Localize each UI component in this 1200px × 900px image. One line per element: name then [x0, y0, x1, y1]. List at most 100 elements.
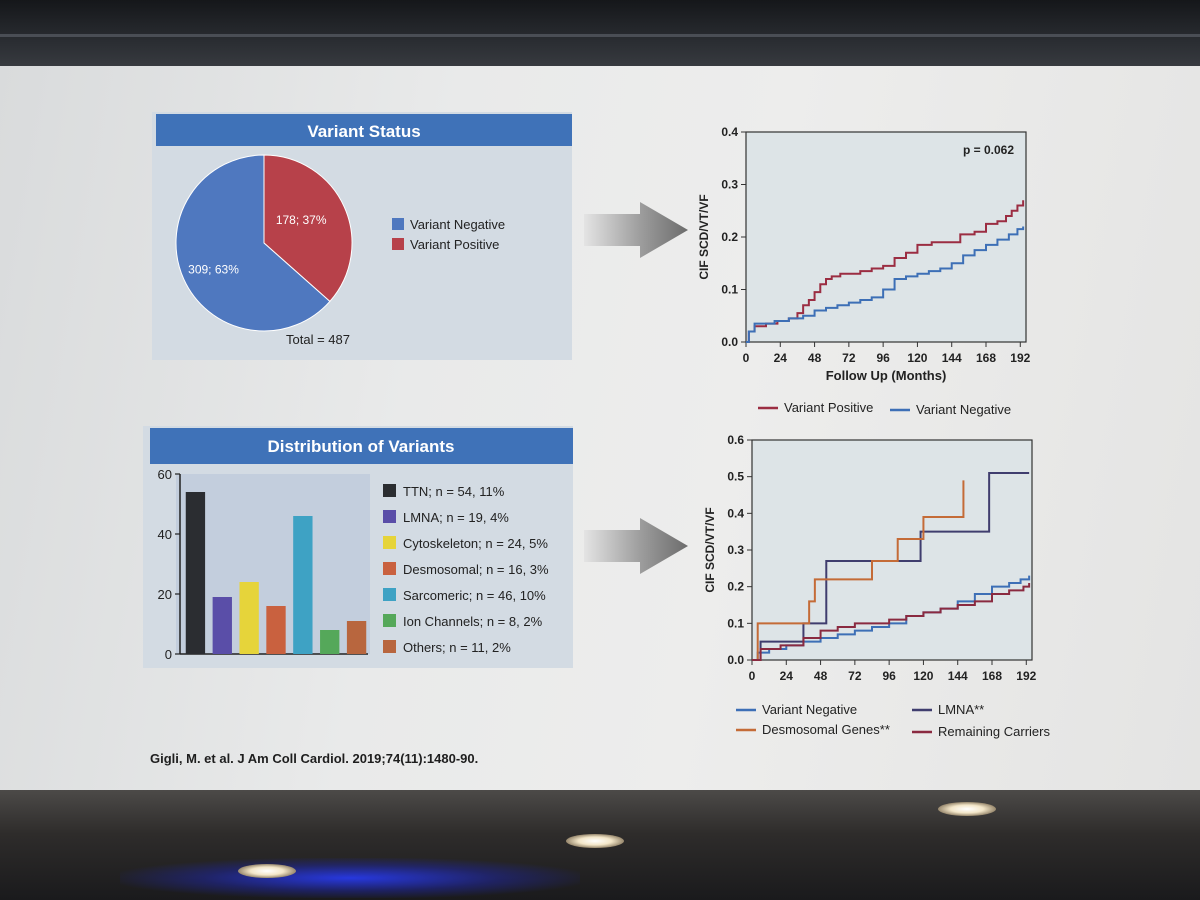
y-tick-label: 60	[158, 467, 172, 482]
legend-label: Variant Negative	[410, 217, 505, 232]
y-tick-label: 0.1	[727, 616, 744, 630]
p-value-annotation: p = 0.062	[963, 143, 1014, 157]
bar-sarcomeric	[293, 516, 313, 654]
km-series-lmna	[752, 472, 1030, 661]
variant-status-panel: Variant Status 178; 37% 309; 63% Variant …	[152, 112, 572, 360]
y-tick-label: 0.2	[721, 230, 738, 244]
y-tick-label: 0.0	[721, 335, 738, 349]
legend-label: Variant Positive	[410, 237, 499, 252]
y-tick-label: 0.4	[727, 506, 744, 520]
x-tick-label: 48	[814, 669, 828, 683]
legend-label: LMNA**	[938, 702, 984, 717]
variant-status-title: Variant Status	[307, 122, 420, 141]
x-tick-label: 24	[780, 669, 794, 683]
y-tick-label: 0.5	[727, 470, 744, 484]
pie-slice-negative	[175, 154, 331, 332]
y-tick-label: 0.6	[727, 433, 744, 447]
blue-stage-light	[120, 858, 580, 898]
x-tick-label: 72	[848, 669, 862, 683]
bar-chart: 0 20 40 60	[158, 467, 368, 662]
variant-status-header	[156, 114, 572, 146]
x-tick-label: 192	[1010, 351, 1030, 365]
legend-label: TTN; n = 54, 11%	[403, 484, 505, 499]
y-tick-label: 0.0	[727, 653, 744, 667]
x-tick-label: 120	[907, 351, 927, 365]
pie-slice-positive	[263, 154, 353, 303]
arrow-right-icon	[584, 518, 688, 574]
y-tick-label: 0	[165, 647, 172, 662]
presentation-slide: Variant Status 178; 37% 309; 63% Variant …	[0, 66, 1200, 796]
pie-slice-label: 178; 37%	[276, 213, 327, 227]
x-tick-label: 168	[982, 669, 1002, 683]
km-series-desmosomal-genes	[752, 480, 965, 661]
y-tick-label: 0.4	[721, 125, 738, 139]
x-tick-label: 24	[774, 351, 788, 365]
legend-swatch	[383, 640, 396, 653]
arrow-right-icon	[584, 202, 688, 258]
legend-label: Desmosomal; n = 16, 3%	[403, 562, 549, 577]
bar-ion-channels	[320, 630, 340, 654]
legend-swatch	[383, 536, 396, 549]
legend-swatch	[383, 588, 396, 601]
legend-swatch	[392, 218, 404, 230]
km-series-variant-negative	[746, 226, 1025, 343]
y-tick-label: 0.3	[727, 543, 744, 557]
bar-ttn	[185, 492, 206, 654]
pie-chart: 178; 37% 309; 63%	[175, 154, 353, 332]
km-series-remaining-carriers	[752, 583, 1031, 661]
x-axis-label: Follow Up (Months)	[826, 368, 947, 383]
x-tick-label: 48	[808, 351, 822, 365]
ceiling-spotlight	[938, 802, 996, 816]
legend-swatch	[383, 562, 396, 575]
x-tick-label: 144	[942, 351, 962, 365]
ceiling-beam	[0, 34, 1200, 37]
y-tick-label: 0.3	[721, 178, 738, 192]
bar-legend: TTN; n = 54, 11% LMNA; n = 19, 4% Cytoskel…	[383, 484, 549, 655]
km-plot-area	[745, 131, 1027, 343]
legend-label: Variant Negative	[916, 402, 1011, 417]
pie-legend: Variant Negative Variant Positive	[392, 217, 505, 252]
y-tick-label: 0.1	[721, 283, 738, 297]
legend-label: LMNA; n = 19, 4%	[403, 510, 509, 525]
ceiling	[0, 0, 1200, 72]
km-plot-variant-groups: 0.0 0.1 0.2 0.3 0.4 0.5 0.6 0 24 48 72 96 120 144 168 1…	[703, 433, 1050, 739]
y-tick-label: 0.2	[727, 580, 744, 594]
legend-label: Desmosomal Genes**	[762, 722, 890, 737]
bar-others	[346, 621, 367, 654]
bar-desmosomal	[266, 606, 286, 654]
distribution-header	[150, 428, 573, 464]
distribution-title: Distribution of Variants	[267, 437, 454, 456]
pie-total-label: Total = 487	[286, 332, 350, 347]
legend-swatch	[383, 614, 396, 627]
x-tick-label: 72	[842, 351, 856, 365]
distribution-panel: Distribution of Variants 0 20 40 60 TTN; n …	[143, 426, 573, 668]
ceiling-spotlight	[566, 834, 624, 848]
legend-label: Sarcomeric; n = 46, 10%	[403, 588, 546, 603]
x-tick-label: 0	[743, 351, 750, 365]
x-tick-label: 168	[976, 351, 996, 365]
y-tick-label: 40	[158, 527, 172, 542]
km-plot-variant-status: 0.0 0.1 0.2 0.3 0.4 0 24 48 72 96 120 144 168 192 CIF …	[697, 125, 1031, 417]
legend-label: Others; n = 11, 2%	[403, 640, 511, 655]
x-tick-label: 96	[882, 669, 896, 683]
legend-label: Remaining Carriers	[938, 724, 1050, 739]
ceiling-spotlight	[238, 864, 296, 878]
slide-canvas: Variant Status 178; 37% 309; 63% Variant …	[143, 112, 1050, 766]
y-axis-label: CIF SCD/VT/VF	[697, 194, 711, 279]
y-tick-label: 20	[158, 587, 172, 602]
x-tick-label: 96	[876, 351, 890, 365]
y-axis-label: CIF SCD/VT/VF	[703, 507, 717, 592]
legend-label: Ion Channels; n = 8, 2%	[403, 614, 543, 629]
bar-lmna	[212, 597, 232, 654]
legend-swatch	[383, 510, 396, 523]
x-tick-label: 0	[749, 669, 756, 683]
bar-cytoskeleton	[239, 582, 259, 654]
x-tick-label: 192	[1016, 669, 1036, 683]
x-tick-label: 120	[913, 669, 933, 683]
legend-label: Variant Positive	[784, 400, 873, 415]
x-tick-label: 144	[948, 669, 968, 683]
legend-label: Variant Negative	[762, 702, 857, 717]
citation: Gigli, M. et al. J Am Coll Cardiol. 2019…	[150, 751, 478, 766]
legend-label: Cytoskeleton; n = 24, 5%	[403, 536, 548, 551]
legend-swatch	[392, 238, 404, 250]
